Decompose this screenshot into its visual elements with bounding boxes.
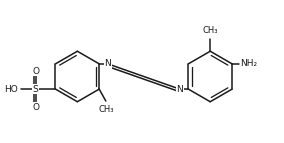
Text: O: O bbox=[32, 67, 39, 76]
Text: CH₃: CH₃ bbox=[202, 26, 218, 35]
Text: NH₂: NH₂ bbox=[240, 59, 257, 68]
Text: N: N bbox=[105, 59, 111, 68]
Text: N: N bbox=[176, 85, 183, 94]
Text: HO: HO bbox=[5, 85, 18, 94]
Text: CH₃: CH₃ bbox=[99, 105, 114, 114]
Text: S: S bbox=[33, 85, 38, 94]
Text: O: O bbox=[32, 103, 39, 112]
